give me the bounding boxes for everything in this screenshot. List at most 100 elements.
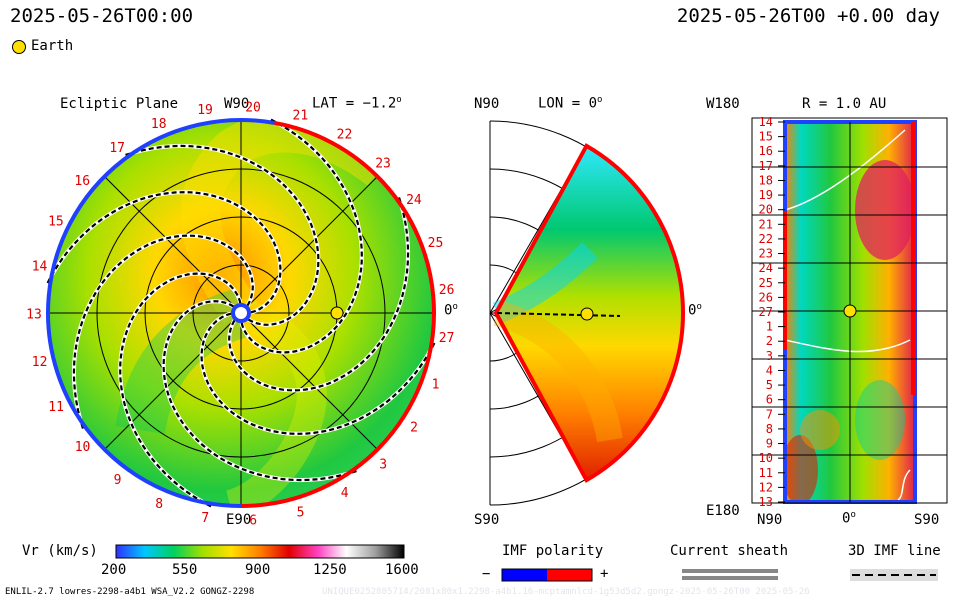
synoptic-y-label: 26 <box>759 290 773 304</box>
carrington-label: 13 <box>26 307 42 322</box>
polarity-arc <box>240 492 308 508</box>
imf-polarity-minus: − <box>482 566 491 582</box>
synoptic-y-label: 23 <box>759 247 773 261</box>
synoptic-y-label: 4 <box>766 363 773 377</box>
meridional-panel <box>489 120 685 506</box>
carrington-label: 3 <box>379 457 387 472</box>
carrington-label: 14 <box>32 260 48 275</box>
carrington-label: 17 <box>109 141 125 156</box>
current-sheath-title: Current sheath <box>670 543 789 559</box>
synoptic-y-label: 5 <box>766 378 773 392</box>
meridional-polarity-border <box>493 143 685 483</box>
synoptic-y-label: 13 <box>759 495 773 509</box>
carrington-label: 8 <box>155 497 163 512</box>
imf-polarity-title: IMF polarity <box>502 543 604 559</box>
earth-legend-icon <box>12 40 26 54</box>
ecliptic-title: Ecliptic Plane <box>60 96 179 112</box>
earth-legend-label: Earth <box>31 38 74 54</box>
carrington-label: 10 <box>75 440 91 455</box>
carrington-label: 23 <box>375 156 391 171</box>
carrington-label: 18 <box>151 117 167 132</box>
carrington-label: 22 <box>337 128 353 143</box>
synoptic-y-label: 15 <box>759 130 773 144</box>
synoptic-y-label: 18 <box>759 173 773 187</box>
carrington-label: 9 <box>114 473 122 488</box>
meridional-bottom-label: S90 <box>474 512 500 528</box>
synoptic-y-label: 7 <box>766 407 773 421</box>
ecliptic-top-label: W90 <box>224 96 250 112</box>
meridional-imf-line <box>496 312 621 317</box>
carrington-label: 15 <box>48 214 64 229</box>
carrington-label: 19 <box>197 103 213 118</box>
synoptic-y-label: 27 <box>759 305 773 319</box>
ecliptic-right-label: 0o <box>444 302 458 319</box>
polarity-plus-swatch <box>547 569 592 581</box>
imf-line <box>200 312 436 435</box>
earth-marker-synoptic <box>843 304 857 318</box>
ecliptic-bottom-label: E90 <box>226 512 252 528</box>
synoptic-x-label-s90: S90 <box>914 512 940 528</box>
current-sheath-line-2 <box>682 576 778 580</box>
synoptic-y-label: 22 <box>759 232 773 246</box>
polarity-arc <box>46 118 275 508</box>
synoptic-y-label: 16 <box>759 144 773 158</box>
imf-line <box>119 272 242 508</box>
synoptic-y-label: 3 <box>766 349 773 363</box>
synoptic-y-label: 11 <box>759 466 773 480</box>
colorbar-tick-550: 550 <box>172 562 198 578</box>
synoptic-bottom-left-label: E180 <box>706 503 740 519</box>
colorbar-tick-1250: 1250 <box>313 562 347 578</box>
earth-marker-meridional <box>580 307 594 321</box>
polarity-arc <box>274 120 436 497</box>
imf-polarity-plus: + <box>600 566 609 582</box>
synoptic-y-label: 25 <box>759 276 773 290</box>
ecliptic-lat-label: LAT = −1.2o <box>312 95 402 112</box>
synoptic-x-label-0: 0o <box>842 510 856 527</box>
meridional-lon-label: LON = 0o <box>538 95 603 112</box>
run-watermark: UNIQUE0252805714/2081x80x1.2298-a4b1.16-… <box>322 587 810 597</box>
synoptic-y-label: 17 <box>759 159 773 173</box>
colorbar-label: Vr (km/s) <box>22 543 98 559</box>
synoptic-y-label: 21 <box>759 217 773 231</box>
imf-line <box>124 144 320 326</box>
synoptic-y-label: 8 <box>766 422 773 436</box>
ecliptic-panel: 19 20212223242526271234567891011121314151… <box>26 100 454 528</box>
meridional-right-label: 0o <box>688 302 702 319</box>
carrington-label: 12 <box>32 355 48 370</box>
carrington-labels: 19 20212223242526271234567891011121314151… <box>26 100 454 528</box>
synoptic-top-left-label: W180 <box>706 96 740 112</box>
synoptic-y-label: 20 <box>759 203 773 217</box>
ecliptic-imf-lines <box>45 117 437 509</box>
carrington-label: 6 <box>249 514 257 529</box>
model-info: ENLIL-2.7 lowres-2298-a4b1 WSA_V2.2 GONG… <box>5 587 255 597</box>
velocity-colorbar <box>115 544 405 559</box>
earth-marker-ecliptic <box>330 306 344 320</box>
carrington-label: 1 <box>432 378 440 393</box>
carrington-label: 21 <box>293 109 309 124</box>
carrington-label: 5 <box>297 505 305 520</box>
synoptic-y-label: 9 <box>766 437 773 451</box>
synoptic-title: R = 1.0 AU <box>802 96 887 112</box>
carrington-label: 27 <box>439 331 455 346</box>
synoptic-panel: 1415161718192021222324252627123456789101… <box>751 115 948 509</box>
synoptic-y-label: 2 <box>766 334 773 348</box>
carrington-label: 20 <box>245 100 261 115</box>
right-timestamp: 2025-05-26T00 +0.00 day <box>676 5 940 27</box>
imf-line <box>228 196 410 392</box>
synoptic-y-labels: 1415161718192021222324252627123456789101… <box>759 115 773 509</box>
synoptic-y-label: 24 <box>759 261 773 275</box>
carrington-label: 11 <box>48 400 64 415</box>
current-sheath-line-1 <box>682 569 778 573</box>
meridional-top-label: N90 <box>474 96 500 112</box>
imf-line <box>240 118 363 354</box>
colorbar-tick-1600: 1600 <box>385 562 419 578</box>
carrington-label: 24 <box>406 193 422 208</box>
imf-line <box>72 234 254 430</box>
imf-line <box>46 191 282 314</box>
imf-line <box>162 300 358 482</box>
polarity-minus-swatch <box>502 569 547 581</box>
synoptic-y-label: 19 <box>759 188 773 202</box>
synoptic-x-label-n90: N90 <box>757 512 783 528</box>
carrington-label: 25 <box>428 236 444 251</box>
